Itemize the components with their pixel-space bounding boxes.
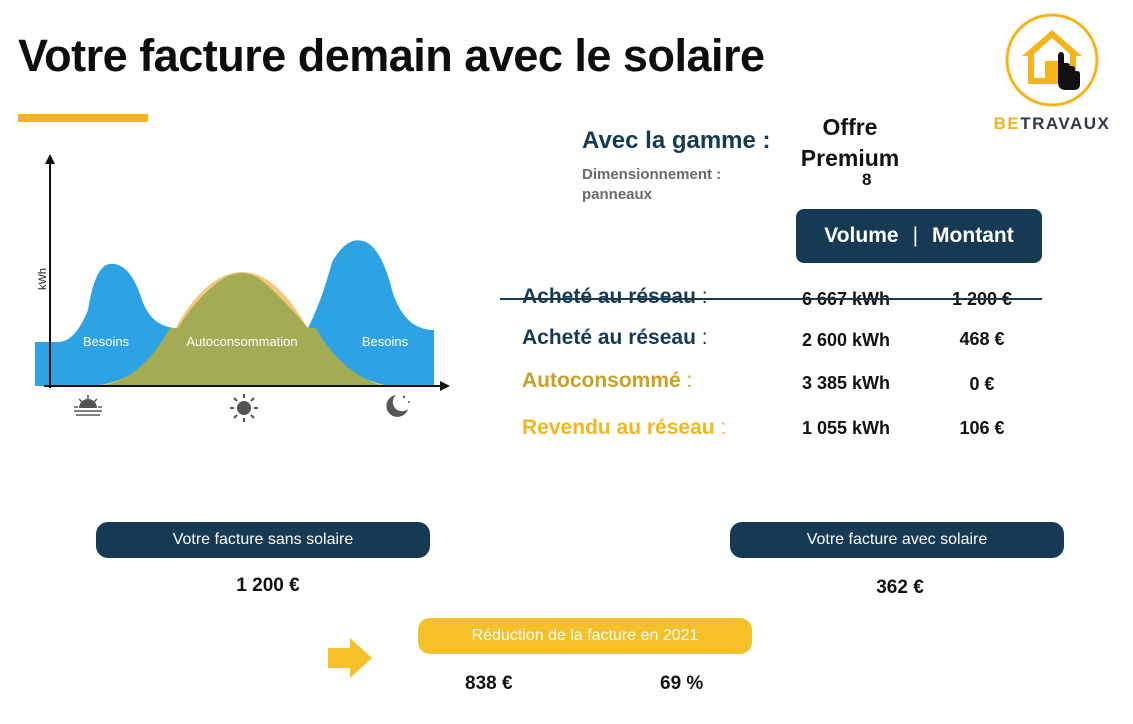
header-volume: Volume [824,224,899,247]
moon-icon [386,395,410,417]
bill-with-solar-label: Votre facture avec solaire [730,522,1064,558]
row-colon: : [701,285,708,308]
row-label-bought: Acheté au réseau : [522,326,708,350]
zone-label-needs-morning: Besoins [83,334,130,349]
betravaux-logo [1005,13,1099,107]
zone-label-needs-evening: Besoins [362,334,409,349]
sunrise-icon [74,395,102,416]
bill-reduction-label: Réduction de la facture en 2021 [418,618,752,654]
bill-reduction-amount: 838 € [465,673,513,694]
row-label-text: Acheté au réseau [522,285,696,308]
bill-with-solar-value: 362 € [876,577,924,598]
brand-name: BETRAVAUX [982,114,1122,134]
row-volume-sold: 1 055 kWh [802,418,891,438]
needs-area [35,240,434,386]
title-underline [18,114,148,122]
row-volume-self: 3 385 kWh [802,373,891,393]
row-label-sold: Revendu au réseau : [522,416,726,440]
page-title: Votre facture demain avec le solaire [18,30,765,81]
row-amount-struck: 1 200 € [951,289,1013,309]
row-volume-struck: 6 667 kWh [802,289,891,309]
offer-name: Offre Premium [800,114,900,171]
row-label-text: Autoconsommé [522,369,681,392]
row-colon: : [701,326,708,349]
bill-without-solar-value: 1 200 € [236,575,300,596]
row-amount-self: 0 € [969,374,995,394]
consumption-illustration: kWh Besoins Autoconsommation Besoins [35,154,450,422]
arrow-right-icon [328,638,372,678]
range-label: Avec la gamme : [582,127,771,154]
bill-without-solar-label: Votre facture sans solaire [96,522,430,558]
brand-suffix: TRAVAUX [1020,114,1111,133]
row-label-text: Acheté au réseau [522,326,696,349]
row-label-struck: Acheté au réseau : [522,285,708,309]
sun-icon [230,394,258,422]
bill-reduction-percent: 69 % [660,673,704,694]
y-axis-label: kWh [37,268,49,290]
dimension-label: Dimensionnement : panneaux [582,166,722,203]
brand-prefix: BE [993,114,1021,133]
row-amount-sold: 106 € [959,418,1005,438]
row-volume-bought: 2 600 kWh [802,330,891,350]
header-separator: | [912,224,919,247]
table-header: Volume | Montant [796,209,1042,263]
row-label-text: Revendu au réseau [522,416,715,439]
row-label-self: Autoconsommé : [522,369,692,393]
strikethrough-line [500,298,1042,300]
dimension-value: 8 [862,170,872,189]
x-axis-arrow [440,381,450,391]
y-axis-arrow [45,154,55,164]
zone-label-self: Autoconsommation [186,334,297,349]
row-colon: : [686,369,693,392]
header-amount: Montant [932,224,1014,247]
row-colon: : [720,416,727,439]
self-consumption-area [98,273,382,386]
row-amount-bought: 468 € [959,329,1005,349]
house-hand-icon [1022,30,1082,90]
